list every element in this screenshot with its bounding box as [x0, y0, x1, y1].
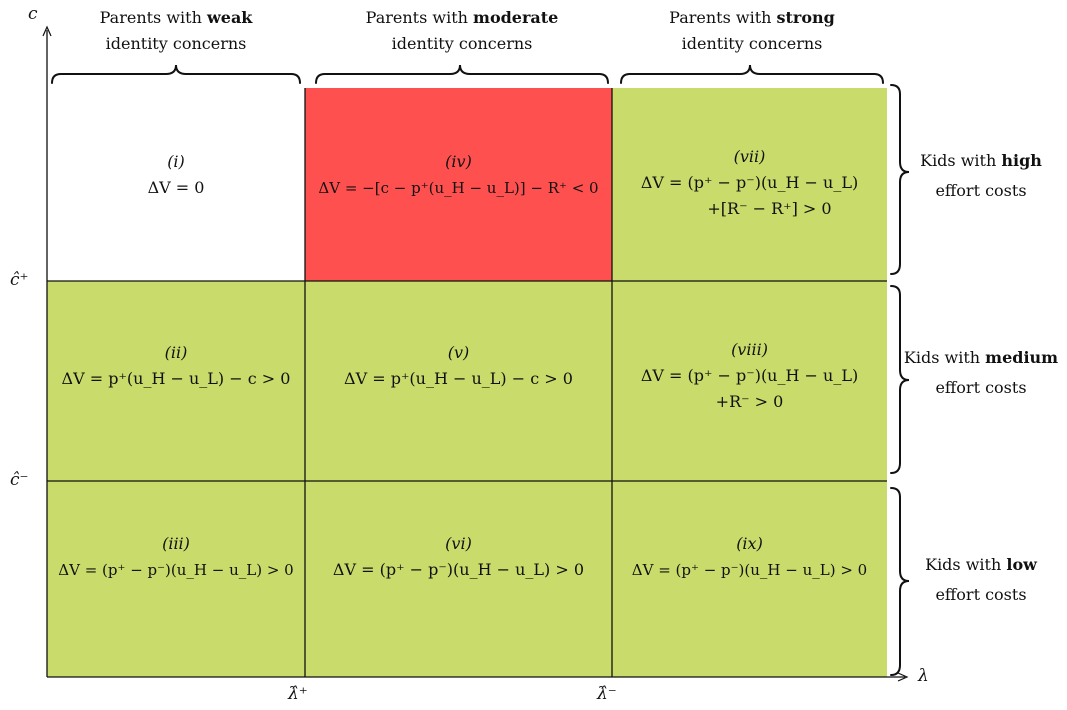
y-tick-c-hat-minus: ĉ⁻ — [10, 470, 29, 490]
cell-equation: ΔV = 0 — [147, 177, 205, 197]
x-tick-lambda-hat-minus: λ̂⁻ — [597, 684, 617, 704]
cell-i: (i) ΔV = 0 — [47, 88, 305, 281]
cell-id: (ii) — [164, 343, 188, 362]
cell-ii: (ii) ΔV = p⁺(u_H − u_L) − c > 0 — [47, 281, 305, 481]
column-header-strong: Parents with strong identity concerns — [669, 8, 835, 53]
cell-equation: ΔV = (p⁺ − p⁻)(u_H − u_L) > 0 — [58, 560, 294, 579]
brace-right-medium — [890, 285, 910, 474]
cell-fill-iv — [305, 88, 612, 281]
cell-id: (ix) — [736, 533, 763, 553]
cell-equation: ΔV = p⁺(u_H − u_L) − c > 0 — [61, 369, 291, 388]
cell-equation: ΔV = −[c − p⁺(u_H − u_L)] − R⁺ < 0 — [318, 178, 599, 197]
cell-fill-ix — [612, 481, 887, 677]
cell-id: (vii) — [733, 146, 766, 166]
x-axis-label: λ — [918, 666, 929, 686]
cell-id: (viii) — [731, 340, 768, 359]
cell-fill-vi — [305, 481, 612, 677]
brace-right-high — [890, 84, 910, 275]
cell-fill-v — [305, 281, 612, 481]
row-label-low: Kids with low effort costs — [925, 555, 1037, 604]
cell-v: (v) ΔV = p⁺(u_H − u_L) − c > 0 — [305, 281, 612, 481]
cell-vii: (vii) ΔV = (p⁺ − p⁻)(u_H − u_L) +[R⁻ − R… — [612, 88, 887, 281]
y-axis-arrow — [42, 25, 52, 37]
brace-top-moderate — [315, 64, 609, 84]
cell-iv: (iv) ΔV = −[c − p⁺(u_H − u_L)] − R⁺ < 0 — [305, 88, 612, 281]
cell-id: (v) — [447, 343, 470, 362]
cell-iii: (iii) ΔV = (p⁺ − p⁻)(u_H − u_L) > 0 — [47, 481, 305, 677]
brace-top-weak — [51, 64, 301, 84]
cell-equation-2: +[R⁻ − R⁺] > 0 — [707, 198, 832, 218]
row-label-medium: Kids with medium effort costs — [903, 348, 1059, 397]
y-axis-label: c — [28, 4, 38, 24]
cell-fill-ii — [47, 281, 305, 481]
brace-right-low — [890, 487, 910, 676]
x-tick-lambda-hat-plus: λ̂⁺ — [288, 684, 308, 704]
cell-id: (iv) — [445, 151, 472, 171]
cell-ix: (ix) ΔV = (p⁺ − p⁻)(u_H − u_L) > 0 — [612, 481, 887, 677]
row-label-high: Kids with high effort costs — [920, 151, 1042, 200]
cell-fill-iii — [47, 481, 305, 677]
cell-id: (iii) — [162, 533, 190, 553]
column-header-weak: Parents with weak identity concerns — [99, 8, 253, 53]
cell-fill-i — [47, 88, 305, 281]
cell-equation: ΔV = (p⁺ − p⁻)(u_H − u_L) > 0 — [332, 559, 585, 579]
x-axis-arrow — [897, 672, 909, 682]
cell-id: (vi) — [445, 533, 472, 553]
y-tick-c-hat-plus: ĉ⁺ — [10, 270, 29, 290]
column-header-moderate: Parents with moderate identity concerns — [365, 8, 559, 53]
cell-equation: ΔV = (p⁺ − p⁻)(u_H − u_L) — [640, 172, 859, 192]
cell-equation-2: +R⁻ > 0 — [715, 392, 784, 411]
cell-equation: ΔV = (p⁺ − p⁻)(u_H − u_L) > 0 — [631, 560, 868, 579]
cell-equation: ΔV = p⁺(u_H − u_L) − c > 0 — [344, 369, 573, 388]
brace-top-strong — [620, 64, 884, 84]
cell-fill-vii — [612, 88, 887, 281]
cell-vi: (vi) ΔV = (p⁺ − p⁻)(u_H − u_L) > 0 — [305, 481, 612, 677]
cell-viii: (viii) ΔV = (p⁺ − p⁻)(u_H − u_L) +R⁻ > 0 — [612, 281, 887, 481]
cell-equation: ΔV = (p⁺ − p⁻)(u_H − u_L) — [640, 366, 859, 385]
cell-id: (i) — [167, 151, 185, 171]
cell-fill-viii — [612, 281, 887, 481]
